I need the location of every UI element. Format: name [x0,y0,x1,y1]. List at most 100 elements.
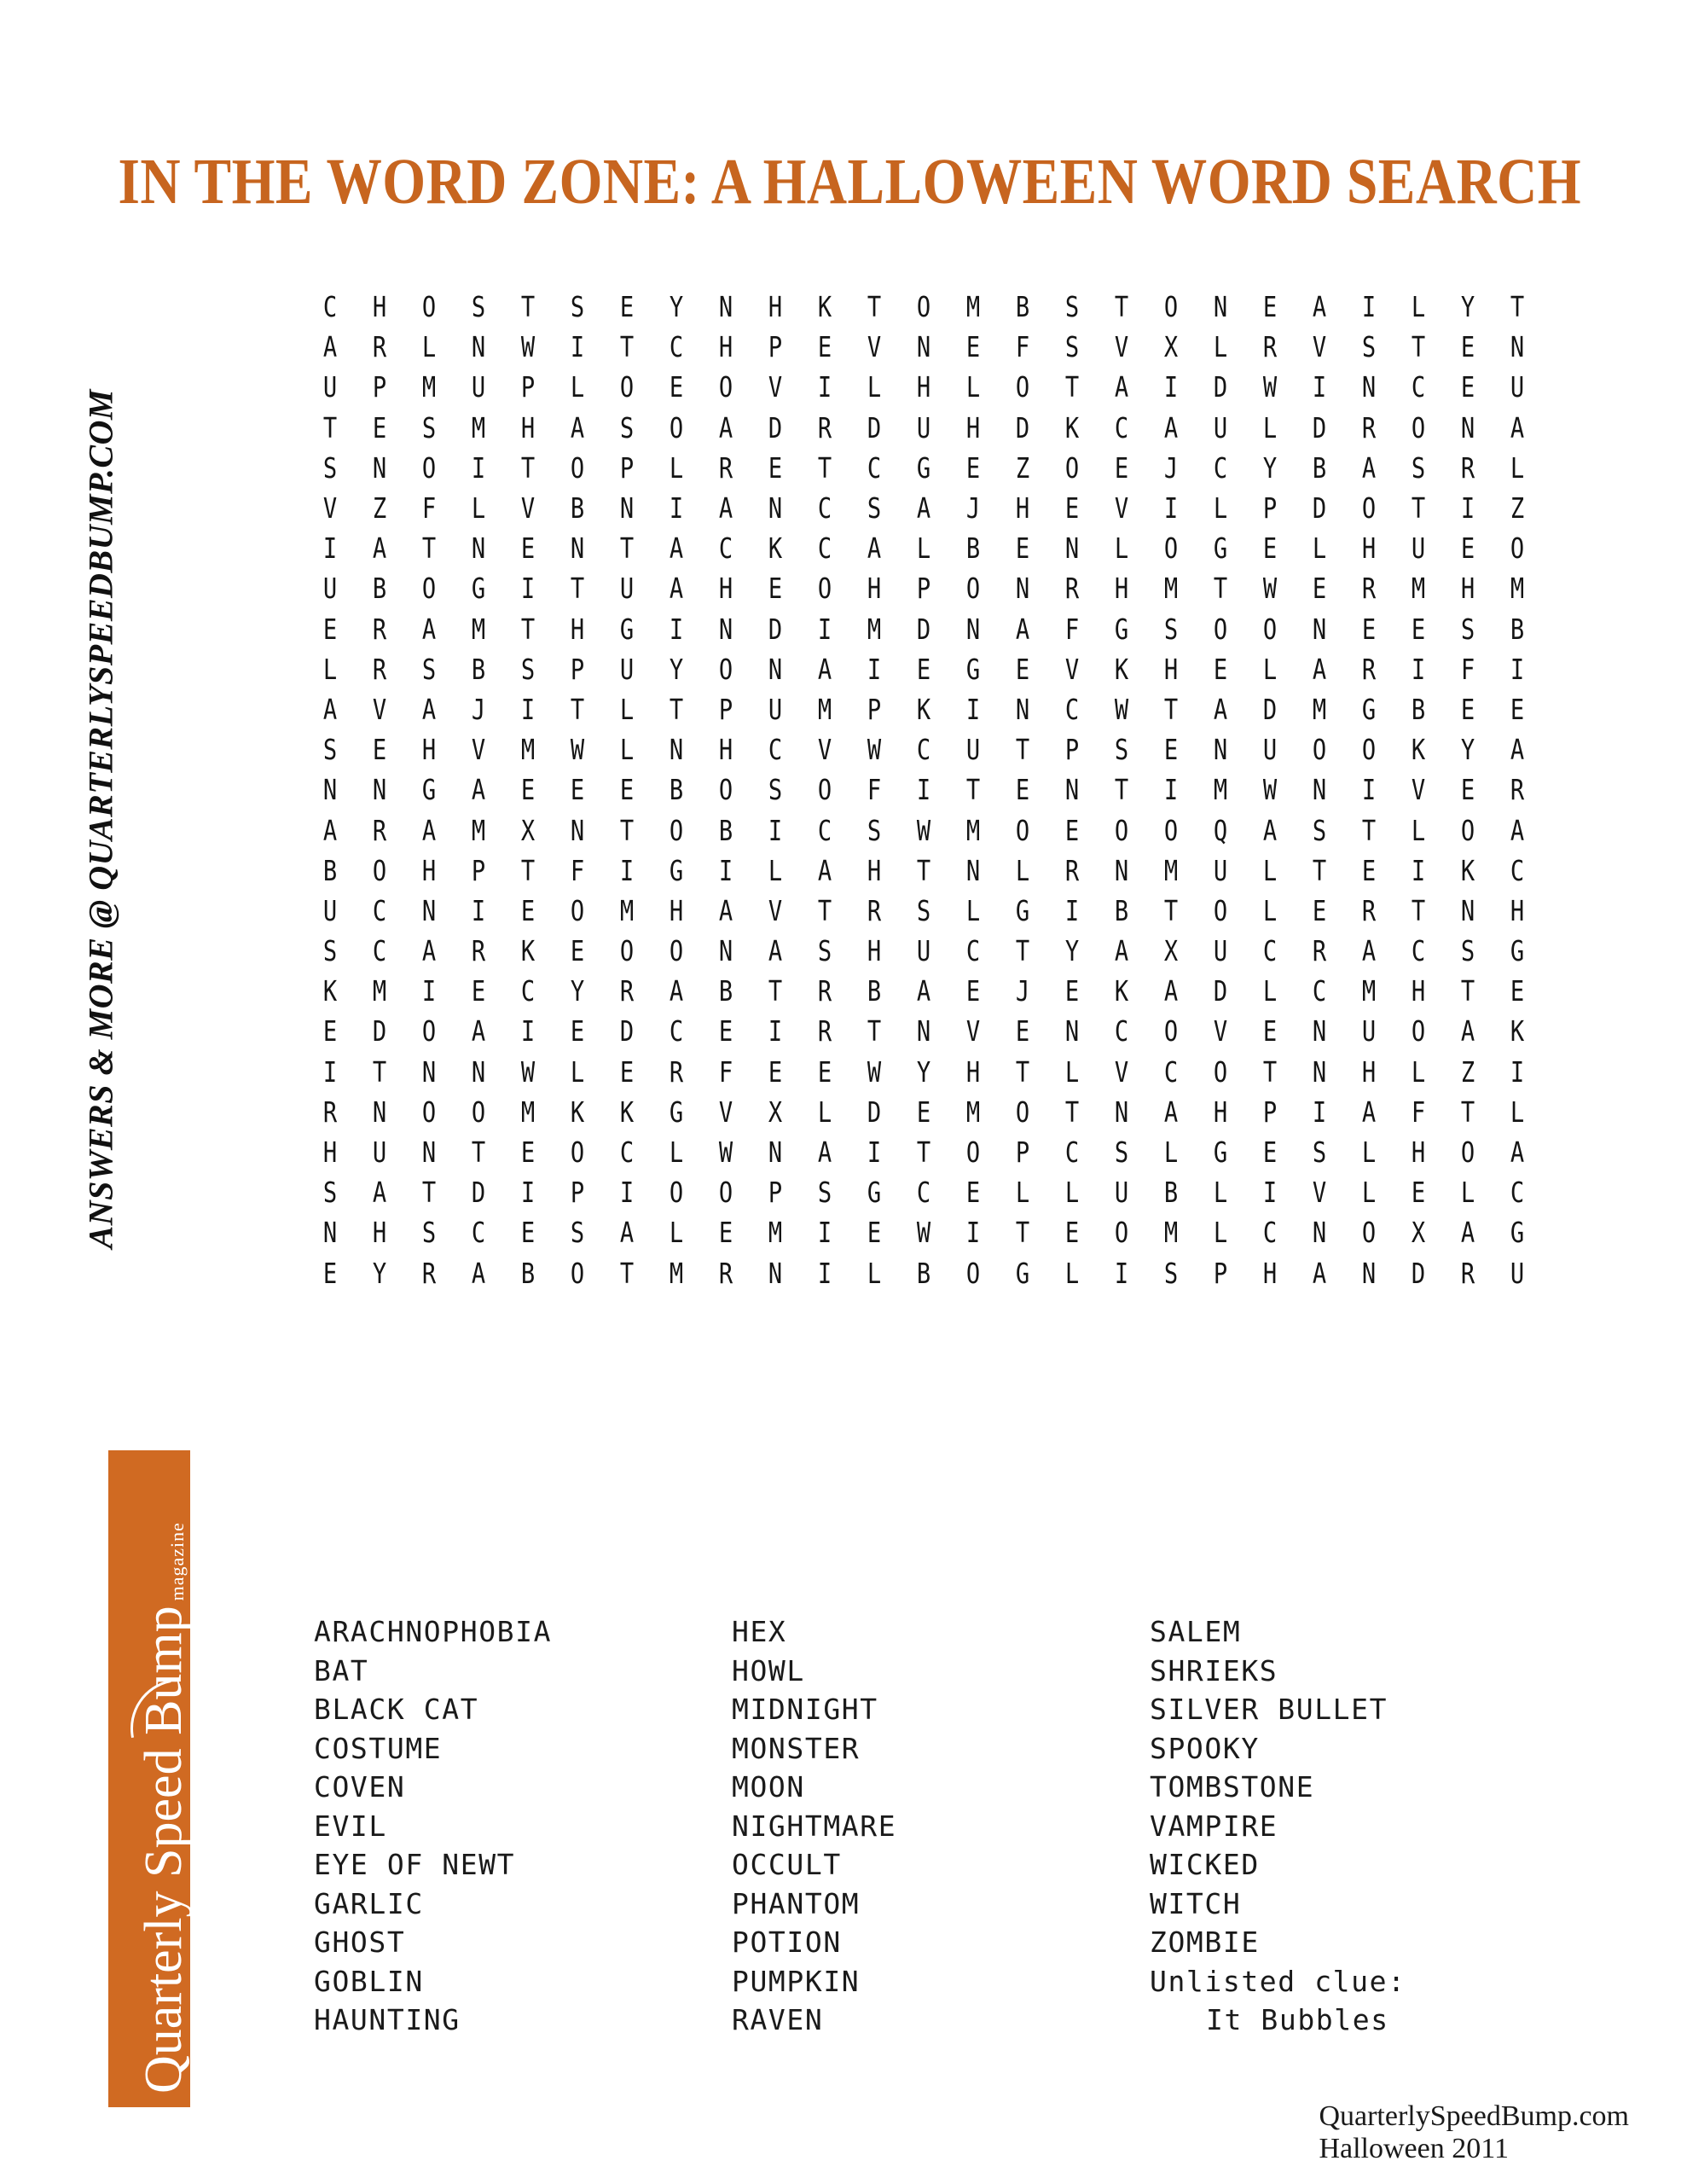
grid-cell[interactable]: O [570,450,585,485]
grid-cell[interactable]: R [1460,450,1475,485]
grid-cell[interactable]: I [619,853,635,887]
grid-cell[interactable]: D [768,410,783,444]
grid-cell[interactable]: L [817,1095,832,1129]
grid-cell[interactable]: N [1312,1054,1327,1089]
grid-cell[interactable]: T [1411,330,1426,364]
grid-cell[interactable]: Z [1510,491,1525,526]
grid-cell[interactable]: C [916,1176,931,1210]
grid-cell[interactable]: P [1015,1136,1030,1170]
grid-cell[interactable]: A [322,692,338,726]
grid-cell[interactable]: M [817,692,832,726]
grid-cell[interactable]: O [965,1136,981,1170]
grid-cell[interactable]: H [1262,1256,1278,1290]
grid-cell[interactable]: N [1114,1095,1129,1129]
grid-cell[interactable]: L [1064,1256,1080,1290]
grid-cell[interactable]: G [1015,1256,1030,1290]
grid-cell[interactable]: T [1460,974,1475,1008]
grid-cell[interactable]: Y [372,1256,387,1290]
grid-cell[interactable]: C [1262,934,1278,968]
grid-cell[interactable]: Y [669,652,684,686]
grid-cell[interactable]: N [718,612,733,646]
grid-cell[interactable]: E [1361,853,1377,887]
grid-cell[interactable]: C [619,1136,635,1170]
grid-cell[interactable]: T [1015,934,1030,968]
grid-cell[interactable]: H [1213,1095,1228,1129]
grid-cell[interactable]: P [916,572,931,606]
grid-cell[interactable]: I [520,1014,536,1048]
grid-cell[interactable]: I [768,1014,783,1048]
grid-cell[interactable]: L [1510,450,1525,485]
grid-cell[interactable]: W [520,1054,536,1089]
grid-cell[interactable]: E [1312,572,1327,606]
grid-cell[interactable]: S [1361,330,1377,364]
grid-cell[interactable]: R [322,1095,338,1129]
grid-cell[interactable]: O [1114,813,1129,847]
grid-cell[interactable]: N [965,853,981,887]
grid-cell[interactable]: N [421,1054,437,1089]
grid-cell[interactable]: L [1213,330,1228,364]
grid-cell[interactable]: T [1163,893,1179,927]
grid-cell[interactable]: B [471,652,486,686]
grid-cell[interactable]: M [1411,572,1426,606]
grid-cell[interactable]: V [372,692,387,726]
grid-cell[interactable]: U [619,572,635,606]
grid-cell[interactable]: E [1213,652,1228,686]
grid-cell[interactable]: I [817,1216,832,1250]
grid-cell[interactable]: C [1064,692,1080,726]
word-list-item[interactable]: COVEN [314,1770,406,1804]
grid-cell[interactable]: I [1361,290,1377,324]
grid-cell[interactable]: L [965,893,981,927]
grid-cell[interactable]: C [669,1014,684,1048]
grid-cell[interactable]: O [1064,450,1080,485]
grid-cell[interactable]: E [965,330,981,364]
grid-cell[interactable]: L [570,370,585,404]
grid-cell[interactable]: D [1213,370,1228,404]
grid-cell[interactable]: O [421,290,437,324]
grid-cell[interactable]: U [372,1136,387,1170]
grid-cell[interactable]: H [421,853,437,887]
grid-cell[interactable]: L [1361,1136,1377,1170]
grid-cell[interactable]: M [1312,692,1327,726]
grid-cell[interactable]: T [520,853,536,887]
word-list-item[interactable]: GARLIC [314,1886,424,1920]
grid-cell[interactable]: I [965,692,981,726]
grid-cell[interactable]: N [965,612,981,646]
grid-cell[interactable]: T [520,612,536,646]
grid-cell[interactable]: D [867,410,882,444]
grid-cell[interactable]: H [322,1136,338,1170]
grid-cell[interactable]: R [867,893,882,927]
grid-cell[interactable]: S [322,934,338,968]
grid-cell[interactable]: X [520,813,536,847]
grid-cell[interactable]: O [1163,813,1179,847]
grid-cell[interactable]: U [965,733,981,767]
grid-cell[interactable]: A [1510,1136,1525,1170]
grid-cell[interactable]: A [1460,1014,1475,1048]
grid-cell[interactable]: E [817,1054,832,1089]
grid-cell[interactable]: T [916,1136,931,1170]
grid-cell[interactable]: A [1262,813,1278,847]
grid-cell[interactable]: K [1510,1014,1525,1048]
grid-cell[interactable]: K [916,692,931,726]
grid-cell[interactable]: Y [1262,450,1278,485]
grid-cell[interactable]: A [1361,450,1377,485]
grid-cell[interactable]: V [1213,1014,1228,1048]
grid-cell[interactable]: S [619,410,635,444]
grid-cell[interactable]: N [1114,853,1129,887]
grid-cell[interactable]: C [768,733,783,767]
grid-cell[interactable]: L [768,853,783,887]
grid-cell[interactable]: V [322,491,338,526]
grid-cell[interactable]: D [1015,410,1030,444]
grid-cell[interactable]: N [570,813,585,847]
grid-cell[interactable]: L [619,692,635,726]
grid-cell[interactable]: A [421,612,437,646]
grid-cell[interactable]: H [372,290,387,324]
grid-cell[interactable]: A [1312,652,1327,686]
grid-cell[interactable]: T [1262,1054,1278,1089]
grid-cell[interactable]: O [669,934,684,968]
grid-cell[interactable]: J [1163,450,1179,485]
word-list-item[interactable]: COSTUME [314,1731,443,1765]
grid-cell[interactable]: W [1262,773,1278,807]
grid-cell[interactable]: B [570,491,585,526]
grid-cell[interactable]: O [1163,290,1179,324]
grid-cell[interactable]: D [916,612,931,646]
